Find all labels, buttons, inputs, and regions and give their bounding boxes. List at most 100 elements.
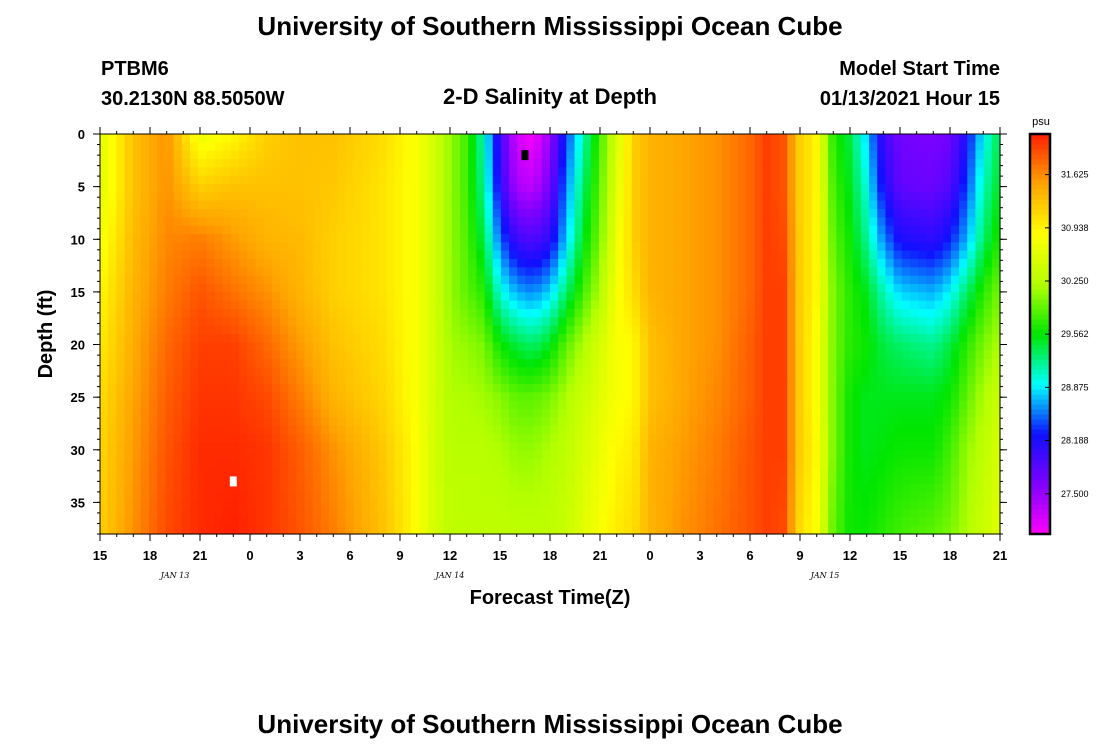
heatmap-cell <box>517 509 527 518</box>
heatmap-cell <box>353 359 363 368</box>
heatmap-cell <box>509 525 518 535</box>
heatmap-cell <box>803 225 813 235</box>
heatmap-cell <box>901 309 911 318</box>
heatmap-cell <box>198 209 207 218</box>
heatmap-cell <box>844 184 854 193</box>
heatmap-cell <box>640 492 649 502</box>
heatmap-cell <box>640 242 649 252</box>
heatmap-cell <box>828 484 837 493</box>
heatmap-cell <box>353 192 363 202</box>
heatmap-cell <box>795 484 805 493</box>
heatmap-cell <box>132 200 142 210</box>
heatmap-cell <box>337 275 347 285</box>
heatmap-cell <box>337 300 347 310</box>
heatmap-cell <box>132 242 142 252</box>
heatmap-cell <box>852 159 862 168</box>
heatmap-cell <box>844 159 854 168</box>
heatmap-cell <box>255 475 265 485</box>
heatmap-cell <box>214 275 224 285</box>
heatmap-cell <box>844 425 854 435</box>
heatmap-cell <box>116 492 126 502</box>
heatmap-cell <box>779 167 788 177</box>
heatmap-cell <box>730 434 739 443</box>
heatmap-cell <box>918 217 927 227</box>
heatmap-cell <box>492 225 502 235</box>
heatmap-cell <box>329 309 338 318</box>
heatmap-cell <box>877 234 887 243</box>
heatmap-cell <box>353 400 363 410</box>
heatmap-cell <box>623 450 633 460</box>
heatmap-cell <box>214 325 224 335</box>
heatmap-cell <box>811 184 821 193</box>
heatmap-cell <box>615 242 625 252</box>
heatmap-cell <box>599 500 608 510</box>
heatmap-cell <box>435 409 445 418</box>
heatmap-cell <box>885 217 895 227</box>
heatmap-cell <box>280 350 289 360</box>
heatmap-cell <box>852 517 862 527</box>
heatmap-cell <box>402 400 412 410</box>
heatmap-cell <box>132 159 142 168</box>
heatmap-cell <box>280 309 289 318</box>
heatmap-cell <box>468 509 477 518</box>
heatmap-cell <box>631 517 641 527</box>
heatmap-cell <box>361 275 371 285</box>
heatmap-cell <box>770 450 780 460</box>
heatmap-cell <box>844 517 854 527</box>
heatmap-cell <box>558 434 567 443</box>
heatmap-cell <box>419 300 428 310</box>
heatmap-cell <box>410 500 420 510</box>
heatmap-cell <box>787 375 797 385</box>
heatmap-cell <box>427 400 437 410</box>
heatmap-cell <box>836 259 846 268</box>
heatmap-cell <box>427 434 437 443</box>
heatmap-cell <box>165 509 175 518</box>
heatmap-cell <box>795 467 805 477</box>
heatmap-cell <box>386 425 396 435</box>
heatmap-cell <box>410 342 420 352</box>
heatmap-cell <box>157 350 167 360</box>
heatmap-cell <box>574 492 584 502</box>
heatmap-cell <box>108 467 117 477</box>
heatmap-cell <box>451 175 461 185</box>
heatmap-cell <box>280 267 289 277</box>
heatmap-cell <box>869 300 878 310</box>
heatmap-cell <box>329 334 338 343</box>
heatmap-cell <box>582 242 592 252</box>
heatmap-cell <box>468 234 477 243</box>
heatmap-cell <box>509 267 518 277</box>
heatmap-cell <box>337 467 347 477</box>
heatmap-cell <box>100 142 109 152</box>
heatmap-cell <box>730 192 739 202</box>
heatmap-cell <box>803 184 813 193</box>
heatmap-cell <box>607 234 617 243</box>
heatmap-cell <box>836 234 846 243</box>
heatmap-cell <box>181 300 191 310</box>
heatmap-cell <box>795 175 805 185</box>
heatmap-cell <box>926 200 936 210</box>
heatmap-cell <box>108 134 117 143</box>
heatmap-cell <box>730 317 739 327</box>
heatmap-cell <box>460 225 469 235</box>
heatmap-cell <box>607 484 617 493</box>
heatmap-cell <box>337 225 347 235</box>
heatmap-cell <box>721 192 731 202</box>
salinity-heatmap <box>100 134 1001 535</box>
heatmap-cell <box>901 384 911 393</box>
heatmap-cell <box>640 225 649 235</box>
heatmap-cell <box>926 375 936 385</box>
heatmap-cell <box>419 467 428 477</box>
heatmap-cell <box>533 517 543 527</box>
heatmap-cell <box>222 384 232 393</box>
heatmap-cell <box>811 317 821 327</box>
heatmap-cell <box>370 317 379 327</box>
heatmap-cell <box>108 425 117 435</box>
heatmap-cell <box>828 442 837 452</box>
heatmap-cell <box>820 192 829 202</box>
heatmap-cell <box>811 392 821 402</box>
heatmap-cell <box>934 234 944 243</box>
heatmap-cell <box>738 250 747 260</box>
heatmap-cell <box>378 217 387 227</box>
heatmap-cell <box>566 192 576 202</box>
heatmap-cell <box>190 359 199 368</box>
